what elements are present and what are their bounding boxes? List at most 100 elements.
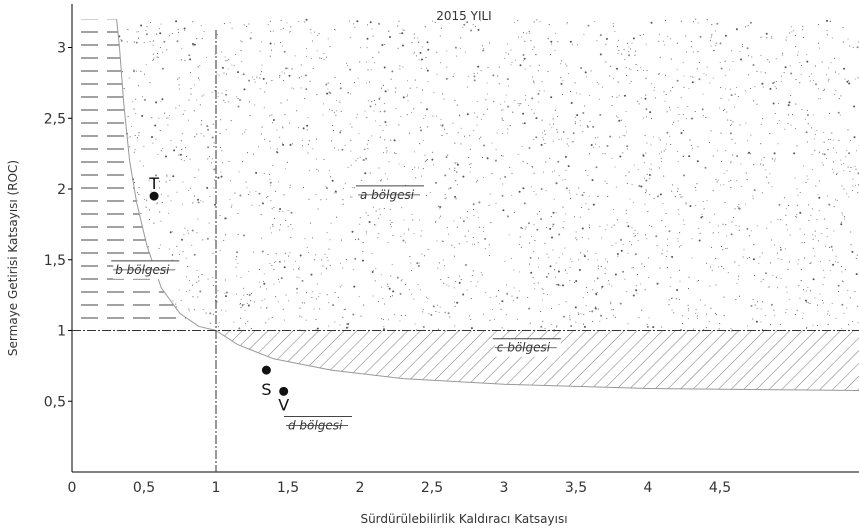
- stipple-dot: [271, 208, 273, 210]
- stipple-dot: [213, 145, 215, 147]
- stipple-dot: [811, 153, 813, 155]
- stipple-dot: [726, 235, 728, 237]
- stipple-dot: [587, 250, 589, 252]
- stipple-dot: [212, 276, 214, 278]
- stipple-dot: [438, 217, 440, 219]
- stipple-dot: [391, 295, 393, 297]
- stipple-dot: [819, 47, 821, 49]
- y-tick-labels: 0,511,522,53: [44, 41, 72, 410]
- stipple-dot: [766, 227, 768, 229]
- stipple-dot: [767, 59, 769, 61]
- stipple-dot: [384, 121, 386, 123]
- stipple-dot: [427, 298, 429, 300]
- stipple-dot: [481, 45, 483, 47]
- stipple-dot: [694, 186, 696, 189]
- stipple-dot: [236, 96, 238, 98]
- stipple-dot: [457, 132, 459, 134]
- stipple-dot: [213, 187, 215, 189]
- stipple-dot: [691, 238, 693, 240]
- stipple-dot: [316, 283, 318, 285]
- stipple-dot: [488, 204, 490, 207]
- stipple-dot: [852, 178, 854, 180]
- stipple-dot: [337, 296, 339, 298]
- stipple-dot: [568, 192, 571, 194]
- stipple-dot: [501, 109, 503, 111]
- stipple-dot: [696, 68, 698, 70]
- stipple-dot: [735, 224, 737, 227]
- stipple-dot: [408, 289, 410, 291]
- stipple-dot: [635, 50, 637, 52]
- stipple-dot: [312, 291, 314, 293]
- stipple-dot: [819, 293, 821, 295]
- stipple-dot: [440, 118, 442, 120]
- stipple-dot: [773, 81, 775, 83]
- stipple-dot: [769, 87, 772, 90]
- stipple-dot: [269, 115, 271, 117]
- stipple-dot: [371, 271, 374, 273]
- stipple-dot: [695, 309, 697, 311]
- stipple-dot: [775, 87, 777, 89]
- stipple-dot: [590, 144, 593, 146]
- stipple-dot: [134, 149, 136, 151]
- stipple-dot: [448, 188, 450, 190]
- stipple-dot: [508, 53, 510, 55]
- stipple-dot: [687, 308, 689, 310]
- stipple-dot: [555, 212, 557, 214]
- stipple-dot: [363, 148, 365, 151]
- stipple-dot: [502, 109, 504, 111]
- stipple-dot: [682, 219, 684, 221]
- stipple-dot: [682, 130, 685, 132]
- stipple-dot: [384, 173, 386, 175]
- stipple-dot: [624, 278, 626, 280]
- stipple-dot: [240, 298, 242, 300]
- stipple-dot: [817, 193, 819, 196]
- stipple-dot: [533, 172, 535, 174]
- stipple-dot: [677, 120, 679, 122]
- stipple-dot: [350, 93, 352, 95]
- stipple-dot: [273, 206, 275, 209]
- stipple-dot: [326, 92, 329, 95]
- stipple-dot: [357, 77, 359, 79]
- stipple-dot: [695, 189, 697, 191]
- stipple-dot: [665, 94, 667, 96]
- stipple-dot: [631, 267, 633, 269]
- stipple-dot: [243, 131, 245, 133]
- stipple-dot: [777, 143, 779, 145]
- stipple-dot: [364, 110, 366, 112]
- stipple-dot: [738, 207, 741, 210]
- stipple-dot: [422, 46, 424, 48]
- stipple-dot: [214, 53, 216, 55]
- stipple-dot: [135, 113, 137, 115]
- stipple-dot: [476, 124, 478, 126]
- stipple-dot: [628, 68, 630, 70]
- stipple-dot: [310, 222, 312, 224]
- stipple-dot: [616, 96, 618, 98]
- stipple-dot: [845, 156, 847, 158]
- stipple-dot: [285, 67, 287, 70]
- stipple-dot: [752, 195, 754, 197]
- stipple-dot: [306, 292, 308, 294]
- stipple-dot: [505, 94, 507, 96]
- stipple-dot: [676, 42, 678, 44]
- chart-title: 2015 YILI: [436, 9, 491, 23]
- stipple-dot: [290, 237, 292, 239]
- stipple-dot: [426, 69, 429, 72]
- stipple-dot: [556, 183, 558, 185]
- stipple-dot: [555, 262, 557, 264]
- stipple-dot: [477, 281, 479, 283]
- stipple-dot: [565, 213, 567, 215]
- stipple-dot: [848, 196, 850, 198]
- stipple-dot: [391, 70, 394, 73]
- stipple-dot: [818, 180, 820, 182]
- stipple-dot: [725, 248, 727, 250]
- stipple-dot: [477, 216, 479, 219]
- stipple-dot: [443, 265, 446, 267]
- stipple-dot: [236, 275, 238, 277]
- stipple-dot: [439, 306, 441, 308]
- stipple-dot: [670, 277, 672, 279]
- stipple-dot: [811, 127, 813, 129]
- stipple-dot: [850, 231, 852, 233]
- stipple-dot: [531, 108, 533, 110]
- stipple-dot: [347, 166, 349, 168]
- stipple-dot: [289, 143, 292, 146]
